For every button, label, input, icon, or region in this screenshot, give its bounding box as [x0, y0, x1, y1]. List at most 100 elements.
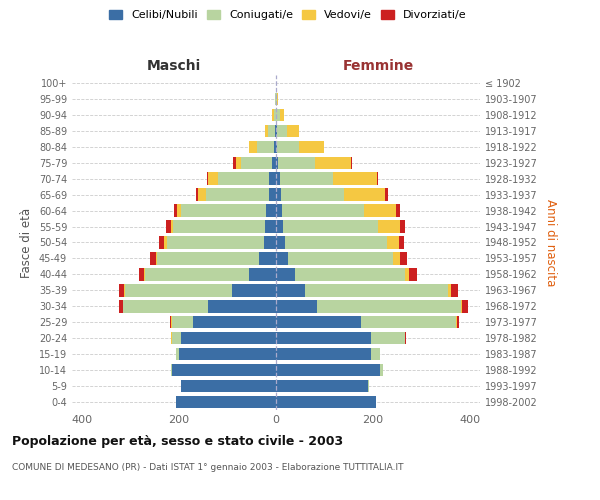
Bar [276, 156, 278, 169]
Bar [295, 268, 405, 280]
Bar [233, 156, 236, 169]
Bar [155, 252, 157, 264]
Bar [457, 316, 459, 328]
Bar [207, 172, 208, 185]
Text: Maschi: Maschi [147, 58, 201, 72]
Bar [266, 204, 276, 217]
Bar [145, 268, 249, 280]
Bar [276, 124, 277, 137]
Bar [249, 268, 276, 280]
Bar [377, 172, 378, 185]
Bar [181, 380, 276, 392]
Bar [150, 252, 155, 264]
Bar [181, 204, 266, 217]
Bar [276, 284, 305, 296]
Bar [276, 92, 277, 105]
Bar [462, 300, 468, 312]
Bar [196, 188, 198, 201]
Bar [170, 364, 172, 376]
Bar [170, 220, 173, 233]
Bar [280, 108, 284, 121]
Bar [193, 316, 276, 328]
Bar [172, 332, 181, 344]
Bar [272, 156, 276, 169]
Bar [392, 252, 400, 264]
Bar [208, 172, 218, 185]
Text: COMUNE DI MEDESANO (PR) - Dati ISTAT 1° gennaio 2003 - Elaborazione TUTTITALIA.I: COMUNE DI MEDESANO (PR) - Dati ISTAT 1° … [12, 462, 404, 471]
Bar [285, 236, 387, 248]
Bar [405, 268, 409, 280]
Bar [400, 220, 405, 233]
Bar [160, 236, 164, 248]
Bar [157, 252, 259, 264]
Bar [317, 300, 461, 312]
Bar [264, 236, 276, 248]
Bar [164, 236, 167, 248]
Bar [139, 268, 144, 280]
Bar [281, 188, 344, 201]
Bar [282, 204, 364, 217]
Bar [170, 316, 171, 328]
Bar [378, 220, 400, 233]
Bar [351, 156, 352, 169]
Bar [371, 348, 380, 360]
Bar [299, 140, 323, 153]
Bar [269, 188, 276, 201]
Bar [119, 300, 122, 312]
Bar [361, 316, 456, 328]
Bar [276, 140, 277, 153]
Bar [176, 348, 179, 360]
Bar [167, 236, 264, 248]
Bar [448, 284, 451, 296]
Bar [276, 188, 281, 201]
Bar [123, 300, 208, 312]
Bar [461, 300, 462, 312]
Bar [315, 156, 351, 169]
Bar [276, 364, 380, 376]
Bar [232, 284, 276, 296]
Bar [278, 156, 315, 169]
Bar [144, 268, 145, 280]
Bar [198, 188, 206, 201]
Bar [259, 252, 276, 264]
Y-axis label: Anni di nascita: Anni di nascita [544, 199, 557, 286]
Bar [400, 252, 407, 264]
Bar [456, 316, 457, 328]
Bar [399, 236, 404, 248]
Bar [274, 140, 276, 153]
Bar [181, 332, 276, 344]
Bar [344, 188, 385, 201]
Bar [272, 108, 274, 121]
Bar [269, 172, 276, 185]
Bar [276, 396, 376, 408]
Bar [125, 284, 232, 296]
Bar [277, 124, 287, 137]
Bar [249, 140, 257, 153]
Bar [276, 172, 280, 185]
Bar [409, 268, 418, 280]
Bar [276, 204, 282, 217]
Bar [274, 108, 276, 121]
Bar [287, 124, 299, 137]
Bar [178, 204, 181, 217]
Bar [276, 220, 283, 233]
Text: Femmine: Femmine [343, 58, 413, 72]
Bar [276, 108, 280, 121]
Bar [236, 156, 241, 169]
Y-axis label: Fasce di età: Fasce di età [20, 208, 33, 278]
Bar [119, 284, 124, 296]
Bar [275, 124, 276, 137]
Bar [124, 284, 125, 296]
Bar [218, 172, 269, 185]
Bar [268, 124, 275, 137]
Bar [276, 348, 371, 360]
Bar [371, 332, 405, 344]
Bar [276, 252, 288, 264]
Bar [208, 300, 276, 312]
Bar [276, 380, 368, 392]
Bar [364, 204, 396, 217]
Bar [385, 188, 388, 201]
Bar [276, 332, 371, 344]
Bar [265, 220, 276, 233]
Bar [277, 140, 299, 153]
